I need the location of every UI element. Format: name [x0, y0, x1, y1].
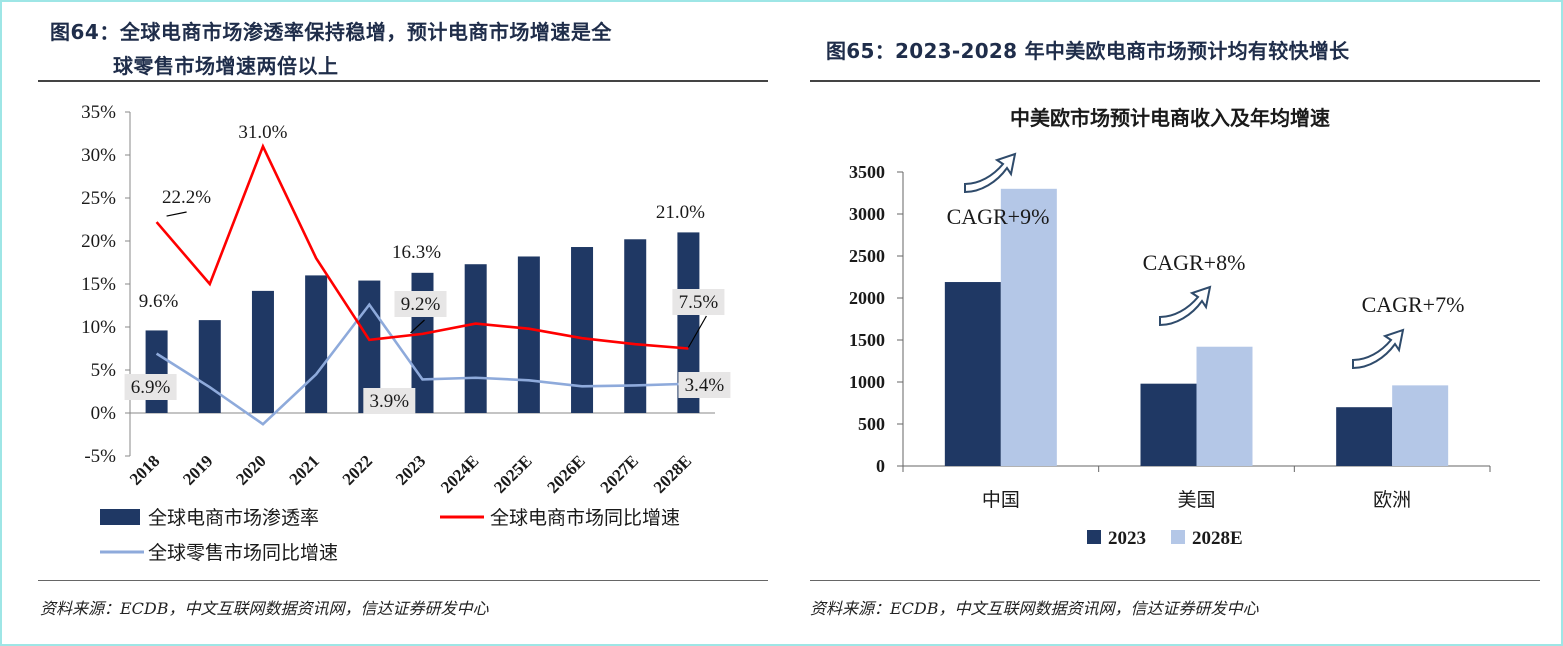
left-label-2028-retail-bg [678, 372, 731, 398]
left-legend-label-bar: 全球电商市场渗透率 [148, 507, 319, 529]
right-bar-2023 [1140, 383, 1197, 466]
left-x-tick-label: 2020 [232, 451, 269, 488]
right-bar-2028e [1392, 385, 1449, 466]
right-bar-2028e [1196, 346, 1253, 466]
right-cagr-arrow-us [1159, 285, 1212, 327]
right-cagr-label-eu: CAGR+7% [1362, 292, 1465, 317]
right-bar-2023 [944, 282, 1001, 466]
left-x-tick-label: 2025E [490, 451, 535, 496]
left-legend-swatch-bar [100, 509, 140, 525]
right-cagr-label-china: CAGR+9% [947, 204, 1050, 229]
right-bar-2028e [1000, 188, 1057, 467]
left-x-tick-label: 2022 [339, 451, 376, 488]
right-bar-2023 [1336, 407, 1393, 466]
right-legend-swatch-2028e [1171, 530, 1185, 544]
right-y-tick-label: 3500 [849, 162, 885, 182]
left-label-2020-ecom: 31.0% [238, 122, 287, 143]
left-penetration-bar [624, 239, 647, 413]
left-y-tick-label: 20% [81, 231, 116, 252]
left-figure-title-line2: 球零售市场增速两倍以上 [113, 54, 339, 78]
left-label-2018-retail-bg [124, 374, 177, 400]
left-source-note: 资料来源：ECDB，中文互联网数据资讯网，信达证券研发中心 [40, 599, 489, 618]
left-label-2028-bar: 21.0% [656, 202, 705, 223]
right-cagr-arrow-china-shape [964, 152, 1017, 194]
left-x-tick-label: 2026E [543, 451, 588, 496]
left-title-rule [38, 80, 768, 82]
right-x-tick-label: 美国 [1177, 489, 1215, 511]
left-source-rule [38, 580, 768, 581]
left-figure-title-line1: 图64：全球电商市场渗透率保持稳增，预计电商市场增速是全 [50, 20, 612, 44]
left-label-2028-ecom-bg [672, 289, 725, 315]
right-legend-label-2028e: 2028E [1192, 528, 1243, 549]
right-x-tick-label: 欧洲 [1373, 489, 1411, 511]
right-x-tick-label: 中国 [982, 489, 1020, 511]
left-y-tick-label: 10% [81, 317, 116, 338]
left-penetration-bar [571, 247, 594, 413]
right-chart: 中美欧市场预计电商收入及年均增速 3500 3000 2500 2000 1500 1000… [849, 106, 1491, 549]
left-label-2028-ecom: 7.5% [679, 292, 719, 313]
left-legend-label-blue: 全球零售市场同比增速 [148, 542, 338, 564]
right-source-rule [810, 580, 1540, 581]
left-label-2018-ecom: 22.2% [162, 187, 211, 208]
left-y-tick-label: 25% [81, 188, 116, 209]
left-x-tick-label: 2021 [285, 451, 322, 488]
left-penetration-bar [305, 275, 328, 413]
right-y-tick-label: 500 [858, 414, 885, 434]
right-panel: 图65：2023-2028 年中美欧电商市场预计均有较快增长 中美欧市场预计电商… [790, 0, 1563, 646]
left-penetration-bar [517, 256, 540, 413]
right-cagr-arrow-eu [1352, 328, 1405, 370]
left-x-tick-label: 2023 [392, 451, 429, 488]
right-y-tick-label: 0 [876, 456, 885, 476]
right-y-tick-label: 2500 [849, 246, 885, 266]
left-leader-2023-ecom [410, 319, 425, 334]
right-legend-label-2023: 2023 [1108, 528, 1146, 549]
left-label-2023-ecom-bg [394, 291, 447, 317]
left-label-2023-bar: 16.3% [392, 242, 441, 263]
right-y-tick-label: 1000 [849, 372, 885, 392]
right-title-rule [810, 80, 1540, 82]
left-y-tick-label: 0% [91, 403, 117, 424]
right-cagr-arrow-china [964, 152, 1017, 194]
left-penetration-bar [251, 290, 274, 413]
left-label-2028-retail: 3.4% [685, 375, 725, 396]
left-penetration-bar [677, 232, 700, 413]
right-cagr-label-us: CAGR+8% [1143, 250, 1246, 275]
left-label-2022-retail: 3.9% [370, 391, 410, 412]
left-x-tick-label: 2024E [437, 451, 482, 496]
left-x-tick-label: 2019 [179, 451, 216, 488]
left-penetration-bar [198, 320, 221, 413]
left-label-2023-ecom: 9.2% [401, 294, 441, 315]
left-panel: 图64：全球电商市场渗透率保持稳增，预计电商市场增速是全 球零售市场增速两倍以上… [0, 0, 780, 646]
right-figure-title: 图65：2023-2028 年中美欧电商市场预计均有较快增长 [826, 39, 1350, 63]
right-y-tick-label: 1500 [849, 330, 885, 350]
left-chart: 35% 30% 25% 20% 15% 10% 5% 0% -5% 2018 2019 2020 202… [81, 102, 731, 564]
right-source-note: 资料来源：ECDB，中文互联网数据资讯网，信达证券研发中心 [810, 599, 1259, 618]
right-cagr-arrow-eu-shape [1352, 328, 1405, 370]
left-x-tick-label: 2028E [650, 451, 695, 496]
left-label-2022-retail-bg [363, 388, 416, 414]
left-x-tick-label: 2018 [126, 451, 163, 488]
right-chart-title: 中美欧市场预计电商收入及年均增速 [1010, 106, 1330, 130]
left-leader-2018-ecom [166, 211, 187, 217]
left-y-tick-label: -5% [84, 446, 116, 467]
left-y-tick-label: 15% [81, 274, 116, 295]
right-legend-swatch-2023 [1087, 530, 1101, 544]
left-penetration-bar [464, 264, 487, 413]
right-y-tick-label: 3000 [849, 204, 885, 224]
left-y-tick-label: 5% [91, 360, 117, 381]
right-y-tick-label: 2000 [849, 288, 885, 308]
left-legend-label-red: 全球电商市场同比增速 [490, 507, 680, 529]
right-cagr-arrow-us-shape [1159, 285, 1212, 327]
left-label-2018-retail: 6.9% [131, 377, 171, 398]
left-y-tick-label: 30% [81, 145, 116, 166]
left-penetration-bar [145, 330, 168, 413]
left-leader-2028-ecom [687, 315, 707, 348]
left-label-2018-bar: 9.6% [139, 291, 179, 312]
left-x-tick-label: 2027E [597, 451, 642, 496]
left-y-tick-label: 35% [81, 102, 116, 123]
